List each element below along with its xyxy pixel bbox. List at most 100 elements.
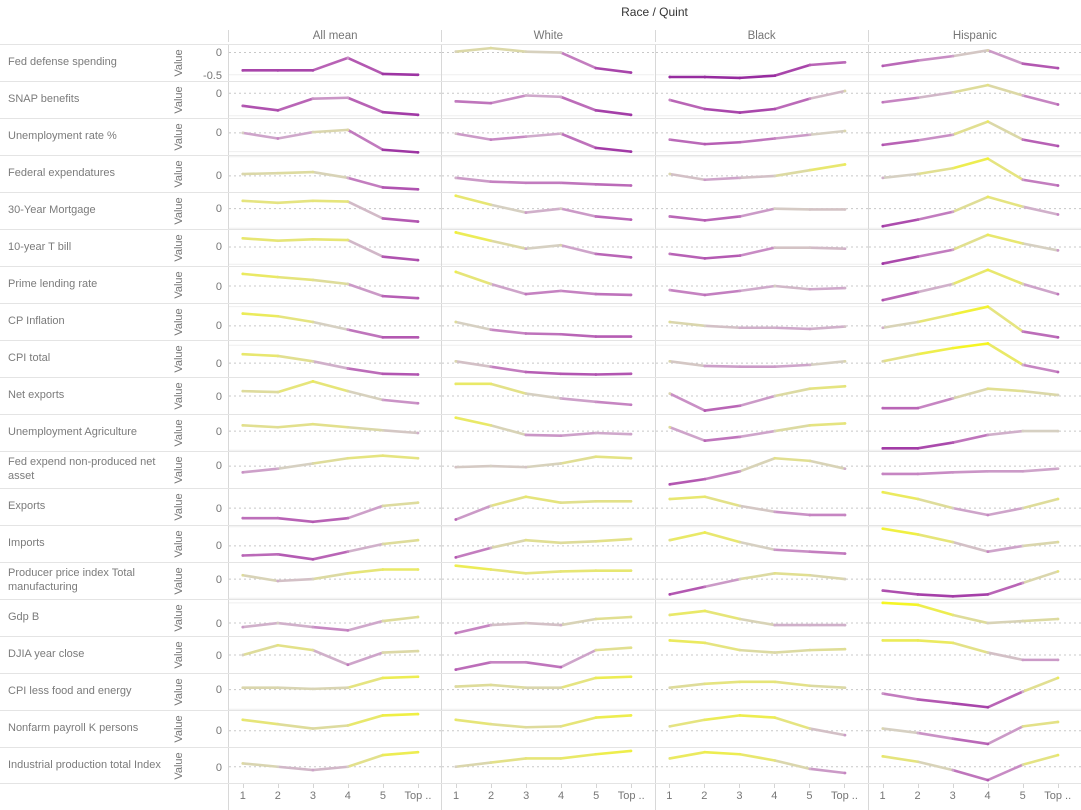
line-chart-cell[interactable] (441, 489, 654, 525)
line-chart-cell[interactable] (867, 82, 1081, 118)
column-header-black[interactable]: Black (654, 30, 868, 42)
line-chart-cell[interactable] (228, 82, 441, 118)
line-chart-cell[interactable] (867, 600, 1081, 636)
line-chart-cell[interactable] (228, 267, 441, 303)
line-chart-cell[interactable] (228, 230, 441, 266)
line-chart-cell[interactable] (867, 341, 1081, 377)
line-chart-cell[interactable] (867, 711, 1081, 747)
line-chart-cell[interactable] (654, 452, 868, 488)
row-label[interactable]: Nonfarm payroll K persons (8, 722, 139, 735)
row-label[interactable]: Producer price index Total manufacturing (8, 567, 135, 593)
line-chart-cell[interactable] (228, 341, 441, 377)
line-chart-cell[interactable] (228, 489, 441, 525)
column-header-all-mean[interactable]: All mean (228, 30, 441, 42)
line-chart-cell[interactable] (228, 748, 441, 783)
line-chart-cell[interactable] (867, 489, 1081, 525)
line-chart-cell[interactable] (867, 748, 1081, 783)
line-chart-cell[interactable] (867, 304, 1081, 340)
line-chart-cell[interactable] (228, 119, 441, 155)
line-chart-cell[interactable] (654, 674, 868, 710)
row-label[interactable]: Fed defense spending (8, 56, 117, 69)
line-chart-cell[interactable] (441, 82, 654, 118)
line-chart-cell[interactable] (654, 415, 868, 451)
line-chart-cell[interactable] (654, 600, 868, 636)
line-chart-cell[interactable] (228, 637, 441, 673)
line-chart-cell[interactable] (228, 526, 441, 562)
line-chart-cell[interactable] (654, 193, 868, 229)
line-chart-cell[interactable] (228, 304, 441, 340)
row-label[interactable]: CP Inflation (8, 315, 65, 328)
line-chart-cell[interactable] (441, 230, 654, 266)
line-chart-cell[interactable] (654, 119, 868, 155)
row-label[interactable]: Imports (8, 537, 45, 550)
line-chart-cell[interactable] (441, 452, 654, 488)
line-chart-cell[interactable] (654, 748, 868, 783)
line-chart-cell[interactable] (867, 526, 1081, 562)
line-chart-cell[interactable] (654, 82, 868, 118)
line-chart-cell[interactable] (867, 267, 1081, 303)
row-label[interactable]: Net exports (8, 389, 65, 402)
line-chart-cell[interactable] (867, 378, 1081, 414)
line-chart-cell[interactable] (441, 156, 654, 192)
line-chart-cell[interactable] (654, 230, 868, 266)
line-chart-cell[interactable] (654, 341, 868, 377)
row-label[interactable]: 10-year T bill (8, 241, 72, 254)
row-label[interactable]: Unemployment rate % (8, 130, 117, 143)
line-chart-cell[interactable] (867, 193, 1081, 229)
line-chart-cell[interactable] (654, 711, 868, 747)
line-chart-cell[interactable] (228, 711, 441, 747)
line-chart-cell[interactable] (441, 267, 654, 303)
line-chart-cell[interactable] (867, 230, 1081, 266)
line-chart-cell[interactable] (441, 563, 654, 599)
line-chart-cell[interactable] (228, 45, 441, 81)
line-chart-cell[interactable] (441, 637, 654, 673)
line-chart-cell[interactable] (654, 267, 868, 303)
line-chart-cell[interactable] (441, 119, 654, 155)
line-chart-cell[interactable] (654, 489, 868, 525)
line-chart-cell[interactable] (654, 637, 868, 673)
column-header-white[interactable]: White (441, 30, 654, 42)
row-label[interactable]: Industrial production total Index (8, 758, 161, 771)
line-chart-cell[interactable] (654, 378, 868, 414)
line-chart-cell[interactable] (228, 378, 441, 414)
line-chart-cell[interactable] (867, 674, 1081, 710)
line-chart-cell[interactable] (867, 156, 1081, 192)
row-label[interactable]: CPI less food and energy (8, 685, 132, 698)
line-chart-cell[interactable] (654, 156, 868, 192)
row-label[interactable]: 30-Year Mortgage (8, 204, 96, 217)
line-chart-cell[interactable] (441, 193, 654, 229)
line-chart-cell[interactable] (441, 304, 654, 340)
line-chart-cell[interactable] (228, 563, 441, 599)
line-chart-cell[interactable] (441, 378, 654, 414)
row-label[interactable]: Fed expend non-produced net asset (8, 456, 156, 482)
line-chart-cell[interactable] (228, 193, 441, 229)
line-chart-cell[interactable] (867, 119, 1081, 155)
line-chart-cell[interactable] (228, 156, 441, 192)
line-chart-cell[interactable] (228, 674, 441, 710)
line-chart-cell[interactable] (228, 415, 441, 451)
line-chart-cell[interactable] (867, 452, 1081, 488)
line-chart-cell[interactable] (228, 452, 441, 488)
row-label[interactable]: CPI total (8, 352, 51, 365)
line-chart-cell[interactable] (867, 45, 1081, 81)
row-label[interactable]: DJIA year close (8, 648, 85, 661)
line-chart-cell[interactable] (441, 711, 654, 747)
row-label[interactable]: Exports (8, 500, 46, 513)
line-chart-cell[interactable] (654, 304, 868, 340)
line-chart-cell[interactable] (441, 674, 654, 710)
line-chart-cell[interactable] (441, 45, 654, 81)
line-chart-cell[interactable] (441, 415, 654, 451)
row-label[interactable]: Unemployment Agriculture (8, 426, 138, 439)
line-chart-cell[interactable] (441, 526, 654, 562)
row-label[interactable]: Prime lending rate (8, 278, 98, 291)
line-chart-cell[interactable] (228, 600, 441, 636)
line-chart-cell[interactable] (441, 341, 654, 377)
column-header-hispanic[interactable]: Hispanic (867, 30, 1081, 42)
row-label[interactable]: SNAP benefits (8, 93, 80, 106)
line-chart-cell[interactable] (654, 526, 868, 562)
line-chart-cell[interactable] (441, 600, 654, 636)
row-label[interactable]: Federal expendatures (8, 167, 116, 180)
line-chart-cell[interactable] (441, 748, 654, 783)
line-chart-cell[interactable] (654, 563, 868, 599)
line-chart-cell[interactable] (867, 563, 1081, 599)
